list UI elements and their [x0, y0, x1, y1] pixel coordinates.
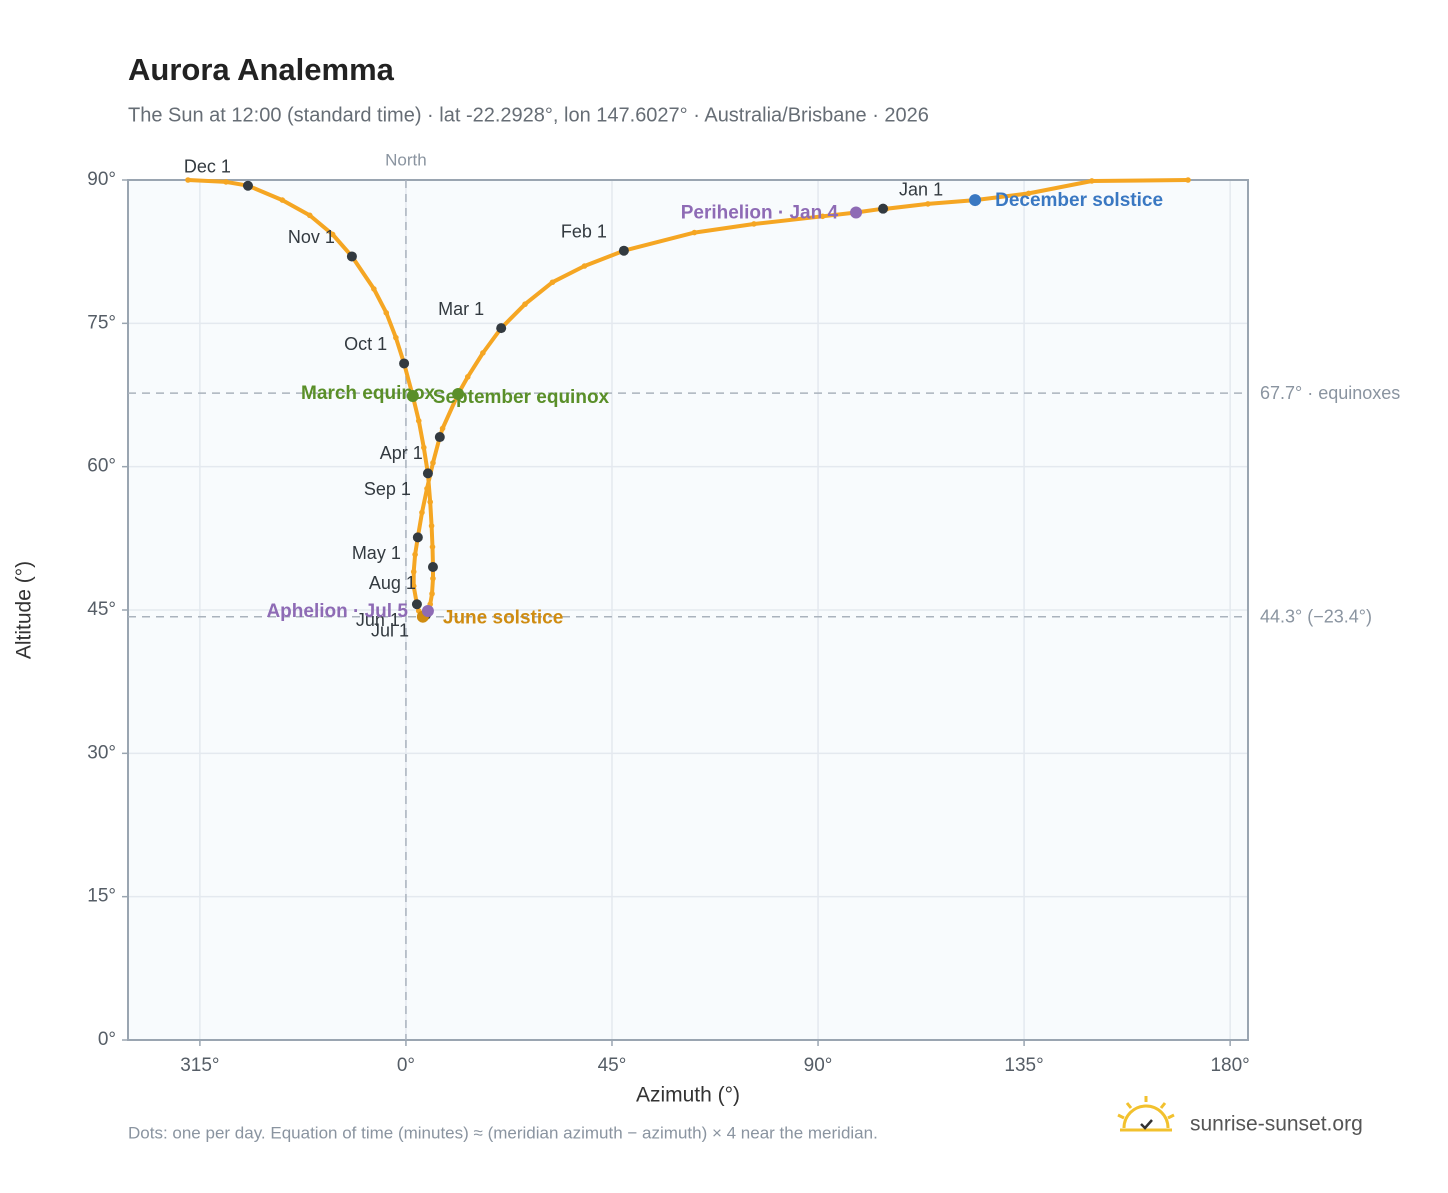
day-dot: [691, 229, 698, 236]
day-dot: [429, 590, 435, 597]
event-label: December solstice: [995, 190, 1163, 211]
day-dot: [819, 213, 826, 220]
x-tick-label: 315°: [180, 1055, 219, 1076]
month-marker: [427, 562, 438, 572]
event-label: September equinox: [433, 387, 610, 408]
day-dot: [429, 544, 436, 550]
day-dot: [383, 310, 390, 316]
month-marker: [618, 245, 629, 256]
day-dot: [464, 374, 471, 380]
y-tick-label: 15°: [87, 886, 116, 907]
day-dot: [925, 201, 931, 207]
day-dot: [439, 425, 446, 432]
day-dot: [420, 444, 427, 451]
day-dot: [410, 583, 417, 589]
month-label: Aug 1: [369, 573, 416, 593]
day-dot: [371, 286, 377, 292]
day-dot: [549, 279, 556, 286]
y-tick-label: 60°: [87, 456, 116, 477]
day-dot: [1185, 177, 1191, 183]
logo-check: [1140, 1119, 1153, 1130]
event-marker: [850, 206, 863, 219]
plot-border: [127, 179, 1249, 1041]
day-dot: [1089, 178, 1095, 184]
month-marker: [399, 358, 410, 369]
day-dot: [1025, 190, 1032, 197]
x-tick-label: 180°: [1210, 1055, 1249, 1076]
x-tick-label: 90°: [804, 1055, 833, 1076]
day-dot: [306, 212, 313, 219]
logo-rays: [1117, 1096, 1175, 1120]
month-marker: [434, 432, 445, 443]
month-marker: [878, 203, 889, 214]
month-marker: [346, 251, 357, 262]
x-axis-label: Azimuth (°): [636, 1084, 740, 1107]
x-tick-label: 0°: [397, 1055, 415, 1076]
month-label: Sep 1: [364, 479, 411, 499]
y-tick-label: 75°: [87, 312, 116, 333]
month-marker: [412, 532, 423, 543]
y-axis-label: Altitude (°): [13, 561, 36, 659]
event-marker: [969, 194, 982, 207]
day-dot: [480, 350, 486, 356]
logo: sunrise-sunset.org: [1117, 1096, 1363, 1136]
month-label: Dec 1: [184, 156, 231, 176]
day-dot: [751, 221, 757, 227]
day-dot: [412, 551, 418, 558]
event-marker: [452, 388, 465, 401]
day-dot: [522, 301, 528, 308]
month-label: Oct 1: [344, 334, 387, 354]
day-dot: [329, 231, 336, 238]
month-marker: [422, 468, 433, 479]
day-dot: [419, 509, 425, 516]
month-marker: [411, 599, 422, 610]
reference-label: North: [385, 150, 427, 169]
chart-title: Aurora Analemma: [128, 52, 395, 87]
day-dot: [581, 263, 588, 269]
day-dot: [430, 460, 436, 466]
reference-label: 44.3° (−23.4°): [1260, 606, 1372, 626]
day-dot: [393, 334, 399, 341]
footnote: Dots: one per day. Equation of time (min…: [128, 1123, 878, 1142]
day-dot: [424, 485, 430, 492]
month-label: Feb 1: [561, 221, 607, 241]
y-tick-label: 90°: [87, 169, 116, 190]
day-dot: [428, 523, 435, 529]
y-tick-label: 45°: [87, 599, 116, 620]
event-label: March equinox: [301, 383, 436, 404]
day-dot: [410, 568, 417, 575]
event-marker: [406, 389, 419, 402]
month-label: Jun 1: [356, 610, 400, 630]
y-tick-label: 0°: [98, 1029, 116, 1050]
event-marker: [421, 604, 434, 617]
month-label: May 1: [352, 543, 401, 563]
logo-sun: [1122, 1104, 1170, 1129]
month-label: Nov 1: [288, 227, 335, 247]
month-label: Jul 1: [371, 621, 409, 641]
x-tick-label: 45°: [598, 1055, 627, 1076]
event-label: June solstice: [443, 608, 563, 629]
month-label: Jan 1: [899, 179, 943, 199]
month-label: Mar 1: [438, 299, 484, 319]
source-label: sunrise-sunset.org: [1190, 1113, 1363, 1136]
x-tick-label: 135°: [1004, 1055, 1043, 1076]
reference-label: 67.7° · equinoxes: [1260, 383, 1400, 403]
day-dot: [415, 418, 422, 424]
month-label: Apr 1: [380, 443, 423, 463]
day-dot: [185, 177, 191, 183]
event-label: Perihelion · Jan 4: [681, 203, 839, 224]
y-tick-label: 30°: [87, 742, 116, 763]
chart-subtitle: The Sun at 12:00 (standard time) · lat -…: [128, 104, 929, 126]
day-dot: [223, 179, 229, 185]
day-dot: [279, 197, 286, 203]
day-dot: [427, 499, 434, 505]
month-marker: [242, 180, 253, 191]
event-label: Aphelion · Jul 5: [266, 601, 408, 622]
day-dot: [430, 575, 436, 582]
month-marker: [496, 323, 507, 334]
